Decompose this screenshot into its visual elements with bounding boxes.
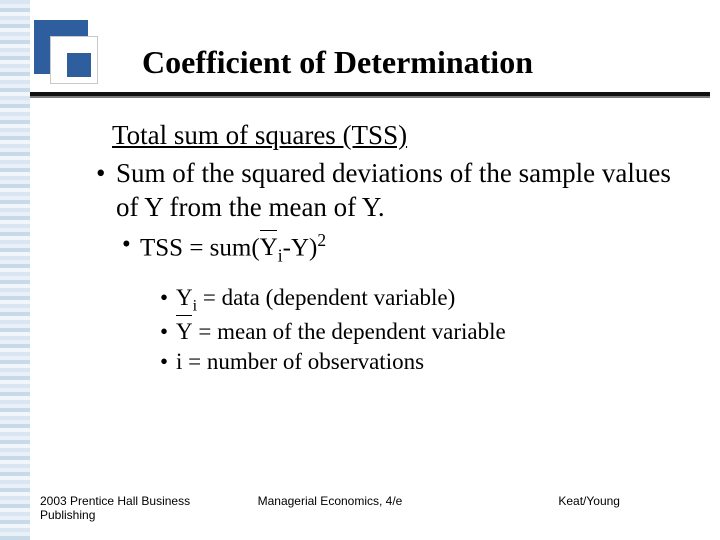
def-yi-y: Y bbox=[176, 285, 193, 310]
tss-mid: -Y) bbox=[283, 234, 318, 261]
logo-front-square bbox=[50, 36, 98, 84]
bullet-dot: • bbox=[122, 229, 140, 267]
bullet-level-3-def-yi: • Yi = data (dependent variable) bbox=[160, 283, 686, 318]
def-ybar: Y = mean of the dependent variable bbox=[176, 317, 506, 347]
slide-title: Coefficient of Determination bbox=[142, 44, 533, 81]
def-i-text: i = number of observations bbox=[176, 347, 424, 377]
superscript-2: 2 bbox=[317, 230, 326, 250]
section-subhead: Total sum of squares (TSS) bbox=[112, 120, 686, 151]
footer-publisher: 2003 Prentice Hall Business Publishing bbox=[40, 494, 233, 522]
title-rule-shadow bbox=[30, 96, 710, 98]
spacer bbox=[96, 273, 686, 283]
bullet-level-3-def-ybar: • Y = mean of the dependent variable bbox=[160, 317, 686, 347]
bullet-level-3-def-i: • i = number of observations bbox=[160, 347, 686, 377]
bullet-level-1: • Sum of the squared deviations of the s… bbox=[96, 157, 686, 225]
bullet-dot: • bbox=[160, 283, 176, 318]
slide-body: Total sum of squares (TSS) • Sum of the … bbox=[96, 120, 686, 377]
bullet-level-2-formula: • TSS = sum(Yi-Y)2 bbox=[122, 229, 686, 267]
tss-formula: TSS = sum(Yi-Y)2 bbox=[140, 229, 326, 267]
decorative-left-band bbox=[0, 0, 30, 540]
slide-logo bbox=[34, 20, 98, 84]
y-bar-symbol: Y bbox=[260, 232, 278, 265]
bullet-dot: • bbox=[96, 157, 116, 225]
footer-authors: Keat/Young bbox=[427, 494, 680, 522]
logo-inner-square bbox=[67, 53, 91, 77]
footer-book-title: Managerial Economics, 4/e bbox=[233, 494, 426, 522]
bullet-dot: • bbox=[160, 347, 176, 377]
y-bar-symbol: Y bbox=[176, 317, 193, 347]
bullet-dot: • bbox=[160, 317, 176, 347]
tss-label: TSS = sum( bbox=[140, 234, 260, 261]
def-yi-text: = data (dependent variable) bbox=[197, 285, 455, 310]
bullet-text: Sum of the squared deviations of the sam… bbox=[116, 157, 686, 225]
def-ybar-text: = mean of the dependent variable bbox=[193, 319, 506, 344]
def-yi: Yi = data (dependent variable) bbox=[176, 283, 455, 318]
slide-footer: 2003 Prentice Hall Business Publishing M… bbox=[40, 494, 680, 522]
